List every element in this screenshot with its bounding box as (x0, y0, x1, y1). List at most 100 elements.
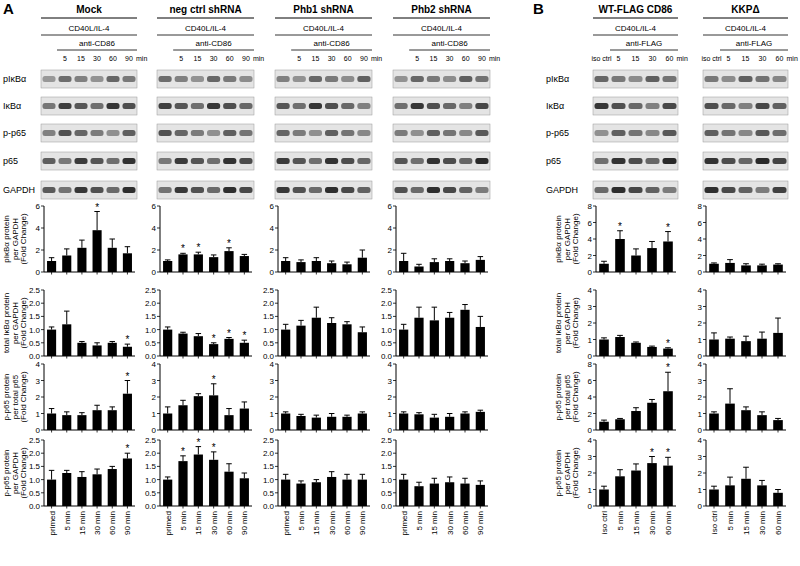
marks (599, 335, 673, 356)
time-label: 15 (632, 55, 640, 62)
error-bar (759, 480, 765, 485)
blot-band (459, 103, 472, 109)
y-tick-label: 2 (588, 319, 593, 328)
y-tick-label: 0 (698, 502, 703, 511)
x-tick (714, 356, 715, 359)
x-tick (66, 272, 67, 275)
blot-band (59, 103, 72, 109)
bar-chart: 01234 (388, 360, 488, 435)
blot-band (411, 187, 424, 193)
blot-band (612, 158, 626, 164)
bar (194, 254, 203, 272)
y-tick-label: 3 (588, 303, 593, 312)
blot-band (443, 187, 456, 193)
blot-band (207, 187, 220, 193)
x-axis (44, 506, 135, 507)
blot-band (773, 158, 787, 164)
blot-band (91, 103, 104, 109)
x-tick-label: 15 min (632, 511, 641, 535)
y-tick-label: 2.0 (263, 449, 275, 458)
time-label: 15 (430, 55, 438, 62)
error-bar (601, 486, 607, 489)
bar-chart: 0.00.51.01.52.02.5 (263, 286, 370, 361)
blot-band (159, 130, 172, 136)
error-bar (743, 467, 749, 479)
blot-band (773, 130, 787, 136)
y-tick-label: 0 (698, 426, 703, 435)
x-tick (778, 356, 779, 359)
figure: ApIκBαIκBαp-p65p65GAPDHBpIκBαIκBαp-p65p6… (0, 0, 800, 566)
x-tick-label: 5 min (726, 511, 735, 531)
bar (178, 461, 187, 506)
bar (108, 248, 117, 272)
error-bar (165, 260, 171, 261)
y-tick-label: 4 (588, 393, 593, 402)
bar (209, 395, 218, 430)
x-tick-label: 60 min (225, 511, 234, 535)
x-tick (229, 356, 230, 359)
blot-band (629, 103, 643, 109)
y-axis (160, 206, 161, 272)
y-tick-label: 1 (698, 336, 703, 345)
error-bar (727, 389, 733, 404)
x-tick (465, 430, 466, 433)
y-axis (706, 364, 707, 430)
y-tick-label: 2 (152, 393, 157, 402)
time-unit: min (677, 55, 688, 62)
bar (725, 339, 735, 356)
error-bar (617, 231, 623, 239)
y-tick-label: 4 (698, 436, 703, 445)
blot-band (773, 187, 787, 193)
error-bar (110, 341, 115, 342)
significance-mark: * (666, 362, 670, 373)
blot-band (309, 187, 322, 193)
error-bar (432, 414, 438, 417)
blot-strip (593, 181, 678, 199)
significance-mark: * (181, 243, 185, 254)
x-tick-label: 5 min (297, 511, 306, 531)
y-tick-label: 1.0 (381, 476, 393, 485)
y-axis (160, 290, 161, 356)
error-bar (360, 474, 366, 479)
blot-band (191, 187, 204, 193)
bar-chart: 0246*pIκBα proteinper GAPDH(Fold Change) (2, 202, 135, 278)
blot-band (739, 187, 753, 193)
blot-band (773, 76, 787, 82)
error-bar (401, 253, 407, 261)
time-label: 90 (125, 55, 133, 62)
blot-header: Phb2 shRNACD40L/IL-4anti-CD86515306090mi… (393, 4, 500, 62)
blot-strip (157, 97, 254, 115)
error-bar (360, 412, 366, 414)
significance-mark: * (125, 443, 129, 454)
bar (224, 339, 233, 356)
y-tick-label: 2.0 (29, 299, 41, 308)
blot-band (123, 158, 136, 164)
blot-band (123, 103, 136, 109)
x-tick-label: 30 min (648, 511, 657, 535)
blot-band (459, 158, 472, 164)
bar (599, 264, 609, 272)
blot-band (705, 187, 719, 193)
blot-band (325, 76, 338, 82)
bar (741, 341, 751, 356)
bar (773, 420, 783, 430)
blot-label: pIκBα (3, 74, 26, 84)
y-tick-label: 1.0 (29, 476, 41, 485)
y-axis (44, 206, 45, 272)
bar-chart: 01234**iso ctrl5 min15 min30 min60 minp-… (554, 436, 676, 535)
y-tick-label: 1.5 (381, 462, 393, 471)
blot-strip (393, 97, 490, 115)
bar (615, 476, 625, 506)
bar-chart: 02468**pIκBα proteinper GAPDH(Fold Chang… (554, 202, 676, 277)
error-bar (601, 420, 607, 422)
blot-band (107, 187, 120, 193)
blot-band (427, 76, 440, 82)
blot-band (191, 76, 204, 82)
blot-band (59, 76, 72, 82)
error-bar (478, 481, 484, 485)
y-tick-label: 2 (270, 246, 275, 255)
x-tick (730, 356, 731, 359)
x-tick (668, 506, 669, 509)
header-line (275, 18, 372, 19)
blot-band (325, 103, 338, 109)
